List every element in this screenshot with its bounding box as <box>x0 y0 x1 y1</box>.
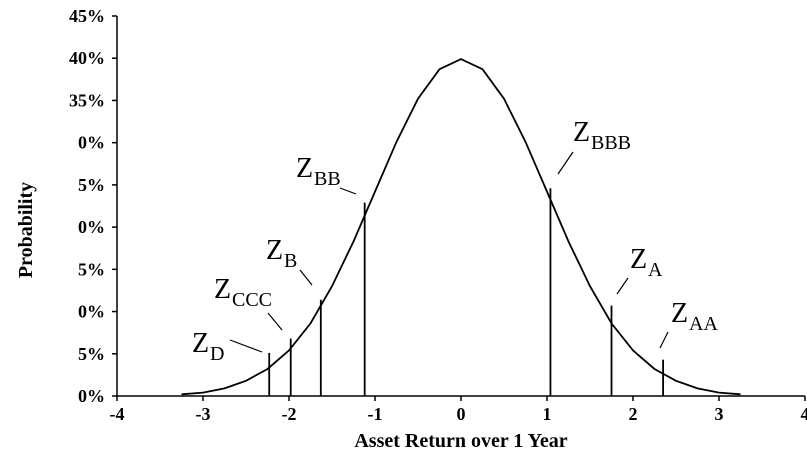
z-symbol: Z <box>214 274 231 305</box>
x-axis-title: Asset Return over 1 Year <box>354 430 567 452</box>
x-tick-label: 3 <box>715 404 724 424</box>
y-axis-title: Probability <box>15 182 37 278</box>
y-tick-label: 0% <box>78 386 105 406</box>
z-subscript: D <box>210 343 224 365</box>
z-subscript: BBB <box>591 132 631 154</box>
x-tick-label: 0 <box>457 404 466 424</box>
x-tick-label: -3 <box>196 404 211 424</box>
y-tick-label: 35% <box>69 90 105 110</box>
y-tick-label: 5% <box>78 344 105 364</box>
z-symbol: Z <box>266 235 283 266</box>
leader-line <box>229 339 263 353</box>
leader-line <box>616 277 629 295</box>
z-subscript: BB <box>314 168 341 190</box>
z-symbol: Z <box>573 117 590 148</box>
y-tick-label: 45% <box>69 6 105 26</box>
z-subscript: B <box>284 250 297 272</box>
z-subscript: A <box>648 259 663 281</box>
z-subscript: AA <box>689 313 718 335</box>
x-tick-label: 2 <box>629 404 638 424</box>
x-tick-label: 4 <box>801 404 807 424</box>
leader-line <box>557 151 574 175</box>
leader-line <box>267 312 283 331</box>
z-symbol: Z <box>192 328 209 359</box>
z-symbol: Z <box>296 153 313 184</box>
curve <box>181 58 741 396</box>
leader-line <box>659 331 669 349</box>
x-tick-label: -2 <box>282 404 297 424</box>
y-tick-label: 5% <box>78 259 105 279</box>
y-tick-label: 0% <box>78 302 105 322</box>
x-tick-label: -4 <box>110 404 125 424</box>
y-tick-label: 5% <box>78 175 105 195</box>
z-symbol: Z <box>630 244 647 275</box>
y-tick-label: 0% <box>78 133 105 153</box>
x-tick-label: 1 <box>543 404 552 424</box>
z-subscript: CCC <box>232 289 272 311</box>
y-tick-label: 0% <box>78 217 105 237</box>
z-symbol: Z <box>671 298 688 329</box>
leader-line <box>339 187 357 195</box>
y-tick-label: 40% <box>69 48 105 68</box>
leader-line <box>299 269 313 286</box>
x-tick-label: -1 <box>368 404 383 424</box>
